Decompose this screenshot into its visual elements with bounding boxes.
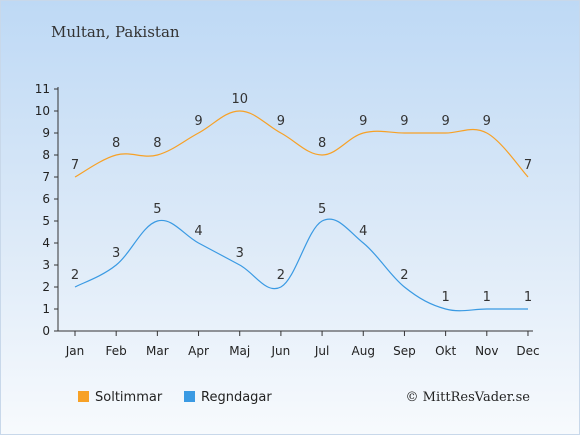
y-tick-label: 6 <box>42 192 50 206</box>
data-label-rain: 5 <box>153 202 161 217</box>
x-tick-label: Dec <box>516 344 539 358</box>
x-tick-label: Jul <box>314 344 329 358</box>
legend-swatch-rain <box>184 391 195 402</box>
data-label-rain: 1 <box>441 290 449 305</box>
data-label-sun: 10 <box>231 92 248 107</box>
legend-label-rain: Regndagar <box>201 390 272 405</box>
x-tick-label: Aug <box>352 344 375 358</box>
series-line-rain <box>74 218 528 312</box>
data-label-sun: 7 <box>524 158 532 173</box>
data-label-sun: 9 <box>400 114 408 129</box>
y-tick-label: 0 <box>42 324 50 338</box>
data-label-rain: 3 <box>236 246 244 261</box>
data-label-sun: 9 <box>359 114 367 129</box>
x-tick-label: Jan <box>65 344 85 358</box>
data-label-rain: 4 <box>194 224 202 239</box>
x-tick-label: Apr <box>188 344 209 358</box>
data-label-rain: 5 <box>318 202 326 217</box>
data-label-rain: 4 <box>359 224 367 239</box>
y-tick-label: 9 <box>42 126 50 140</box>
data-label-sun: 8 <box>153 136 161 151</box>
legend-swatch-sun <box>78 391 89 402</box>
x-tick-label: Maj <box>229 344 250 358</box>
y-tick-label: 5 <box>42 214 50 228</box>
data-label-sun: 9 <box>277 114 285 129</box>
data-label-rain: 2 <box>277 268 285 283</box>
x-tick-label: Mar <box>146 344 169 358</box>
x-tick-label: Feb <box>106 344 127 358</box>
legend-item-rain: Regndagar <box>184 390 272 405</box>
data-label-sun: 8 <box>318 136 326 151</box>
y-tick-label: 8 <box>42 148 50 162</box>
data-label-rain: 2 <box>400 268 408 283</box>
chart-title: Multan, Pakistan <box>51 23 180 41</box>
y-tick-label: 2 <box>42 280 50 294</box>
x-tick-label: Nov <box>475 344 498 358</box>
data-label-rain: 2 <box>71 268 79 283</box>
data-label-sun: 7 <box>71 158 79 173</box>
x-tick-label: Okt <box>435 344 456 358</box>
data-label-rain: 3 <box>112 246 120 261</box>
data-label-rain: 1 <box>483 290 491 305</box>
y-tick-label: 7 <box>42 170 50 184</box>
y-tick-label: 1 <box>42 302 50 316</box>
data-label-sun: 9 <box>483 114 491 129</box>
data-label-rain: 1 <box>524 290 532 305</box>
x-tick-label: Jun <box>271 344 291 358</box>
copyright-text: © MittResVader.se <box>405 390 530 405</box>
y-tick-label: 3 <box>42 258 50 272</box>
y-tick-label: 4 <box>42 236 50 250</box>
y-tick-label: 11 <box>35 82 50 96</box>
x-tick-label: Sep <box>393 344 416 358</box>
data-label-sun: 9 <box>441 114 449 129</box>
y-tick-label: 10 <box>35 104 50 118</box>
legend-item-sun: Soltimmar <box>78 390 162 405</box>
series-line-sun <box>74 110 529 178</box>
data-label-sun: 9 <box>194 114 202 129</box>
legend-label-sun: Soltimmar <box>95 390 163 405</box>
data-label-sun: 8 <box>112 136 120 151</box>
